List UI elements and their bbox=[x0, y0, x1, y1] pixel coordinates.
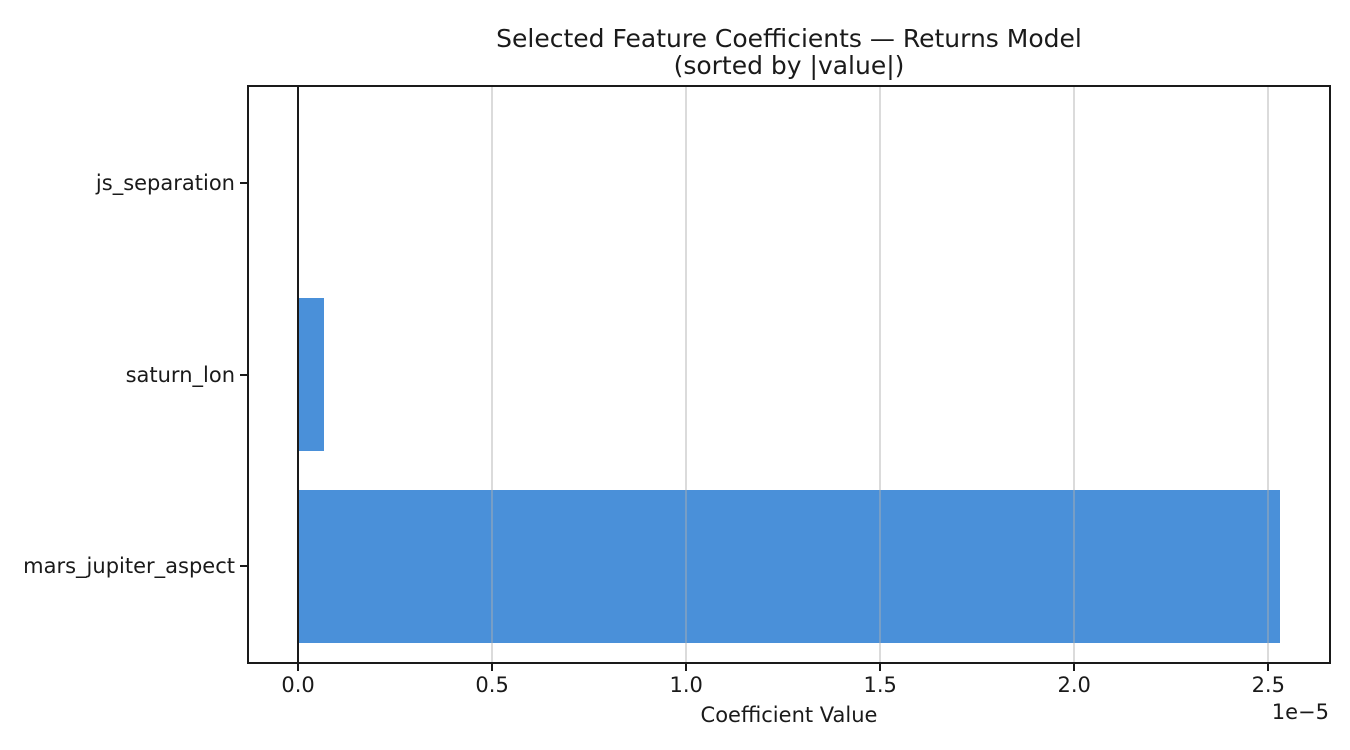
bar-saturn_lon bbox=[298, 297, 325, 452]
zero-reference-line bbox=[297, 87, 300, 662]
x-tick bbox=[1267, 664, 1270, 671]
chart-title-line2: (sorted by |value|) bbox=[673, 51, 905, 80]
x-tick bbox=[879, 664, 882, 671]
y-tick-label: js_separation bbox=[95, 170, 235, 195]
y-tick bbox=[240, 181, 247, 184]
gridline bbox=[1073, 87, 1076, 662]
x-tick-label: 2.5 bbox=[1251, 673, 1285, 697]
chart-title: Selected Feature Coefficients — Returns … bbox=[249, 25, 1329, 79]
y-tick-label: mars_jupiter_aspect bbox=[23, 554, 235, 579]
gridline bbox=[879, 87, 882, 662]
x-tick bbox=[297, 664, 300, 671]
axis-scale-offset-label: 1e−5 bbox=[1271, 700, 1329, 724]
y-tick-label: saturn_lon bbox=[125, 362, 235, 387]
x-tick bbox=[1073, 664, 1076, 671]
y-tick bbox=[240, 373, 247, 376]
x-axis-label: Coefficient Value bbox=[700, 703, 878, 727]
x-tick-label: 0.5 bbox=[475, 673, 509, 697]
gridline bbox=[491, 87, 494, 662]
x-tick-label: 1.5 bbox=[863, 673, 897, 697]
x-tick-label: 2.0 bbox=[1057, 673, 1091, 697]
x-tick-label: 0.0 bbox=[281, 673, 315, 697]
x-tick bbox=[491, 664, 494, 671]
gridline bbox=[685, 87, 688, 662]
x-tick bbox=[685, 664, 688, 671]
x-tick-label: 1.0 bbox=[669, 673, 703, 697]
y-tick bbox=[240, 565, 247, 568]
gridline bbox=[1267, 87, 1270, 662]
bar-mars_jupiter_aspect bbox=[298, 489, 1280, 643]
chart-title-line1: Selected Feature Coefficients — Returns … bbox=[496, 24, 1082, 53]
plot-area: js_separation saturn_lon mars_jupiter_aspe… bbox=[23, 85, 1331, 697]
